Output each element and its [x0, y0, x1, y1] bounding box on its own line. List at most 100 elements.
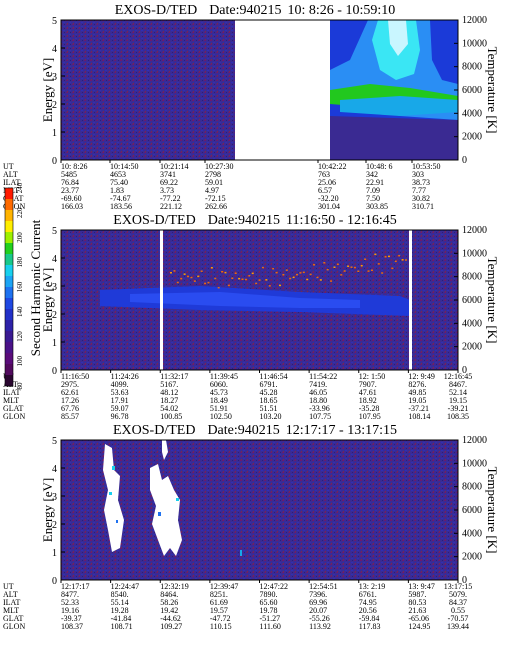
count-speckle	[333, 266, 336, 269]
count-speckle	[289, 277, 292, 280]
panel-3-yticks: 0 1 2 3 4 5	[52, 436, 65, 587]
count-speckle	[258, 279, 261, 281]
ephemeris-value: 12:16:45	[444, 372, 472, 381]
ephemeris-value: 12:17:17	[61, 582, 89, 591]
temperature-tick-label: 8000	[462, 272, 482, 283]
ephemeris-value: -37.21	[408, 404, 429, 413]
ephemeris-value: 12:24:47	[111, 582, 139, 591]
temperature-tick-label: 10000	[462, 458, 487, 469]
temperature-tick-label: 2000	[462, 342, 482, 353]
energy-tick-label: 2	[52, 100, 57, 111]
ephemeris-value: 4099.	[111, 380, 129, 389]
ephemeris-value: 303	[412, 170, 424, 179]
ephemeris-value: 303.85	[366, 202, 388, 211]
ephemeris-value: -44.62	[160, 614, 181, 623]
ephemeris-value: -77.22	[160, 194, 181, 203]
ephemeris-row-label: ILAT	[3, 388, 20, 397]
ephemeris-row-label: GLON	[3, 202, 25, 211]
count-speckle	[200, 270, 203, 272]
ephemeris-value: 19.28	[111, 606, 129, 615]
ephemeris-value: 74.95	[359, 598, 377, 607]
ephemeris-value: 25.06	[318, 178, 336, 187]
energy-tick-label: 1	[52, 548, 57, 559]
count-speckle	[190, 276, 193, 279]
energy-tick-label: 2	[52, 520, 57, 531]
ephemeris-value: 45.28	[260, 388, 278, 397]
panel-2-scattered-counts	[170, 253, 407, 289]
colorbar-label: Second Harmonic Current	[28, 219, 43, 356]
ephemeris-value: 8467.	[449, 380, 467, 389]
ephemeris-value: 65.60	[260, 598, 278, 607]
count-speckle	[285, 269, 288, 271]
ephemeris-value: 13: 2:19	[359, 582, 385, 591]
panel-3-y2ticks: 0 2000 4000 6000 8000 10000 12000	[454, 435, 487, 586]
ephemeris-value: 108.14	[408, 412, 430, 421]
ephemeris-value: 6060.	[210, 380, 228, 389]
temperature-tick-label: 6000	[462, 295, 482, 306]
ephemeris-value: 19.57	[210, 606, 228, 615]
ephemeris-value: 124.95	[408, 622, 430, 631]
ephemeris-value: 13: 9:47	[408, 582, 434, 591]
ephemeris-value: 4653	[110, 170, 126, 179]
ephemeris-value: 4.97	[205, 186, 219, 195]
ephemeris-value: 19.05	[408, 396, 426, 405]
ephemeris-value: 12:54:51	[309, 582, 337, 591]
energy-tick-label: 5	[52, 436, 57, 447]
ephemeris-value: 19.15	[449, 396, 467, 405]
ephemeris-value: -74.67	[110, 194, 131, 203]
ephemeris-value: 18.80	[309, 396, 327, 405]
panel-2-title: EXOS-D/TED Date:940215 11:16:50 - 12:16:45	[113, 213, 396, 228]
colorbar-ticks: 80 100 120 140 160 180 200 220 240	[16, 182, 24, 389]
count-speckle	[265, 279, 268, 281]
ephemeris-value: 166.03	[61, 202, 83, 211]
count-speckle	[272, 267, 275, 270]
temperature-tick-label: 4000	[462, 108, 482, 119]
panel-2-yticks: 0 1 2 3 4 5	[52, 226, 65, 377]
ephemeris-value: 18.49	[210, 396, 228, 405]
ephemeris-row-label: ALT	[3, 170, 18, 179]
energy-tick-label: 5	[52, 226, 57, 237]
panel-3-spectrogram	[61, 440, 458, 580]
ephemeris-value: 84.37	[449, 598, 467, 607]
count-speckle	[197, 275, 200, 278]
count-speckle	[360, 264, 363, 267]
ephemeris-value: 7907.	[359, 380, 377, 389]
count-speckle	[210, 267, 213, 269]
ephemeris-value: 67.76	[61, 404, 79, 413]
temperature-tick-label: 10000	[462, 38, 487, 49]
ephemeris-value: 10:21:14	[160, 162, 188, 171]
ephemeris-value: 0.55	[451, 606, 465, 615]
ephemeris-value: 110.15	[210, 622, 232, 631]
ephemeris-value: -39.37	[61, 614, 82, 623]
ephemeris-value: 11:39:45	[210, 372, 238, 381]
ephemeris-row-label: GLON	[3, 622, 25, 631]
count-speckle	[316, 276, 319, 279]
ephemeris-value: 20.07	[309, 606, 327, 615]
energy-tick-label: 4	[52, 44, 57, 55]
ephemeris-value: 11:54:22	[309, 372, 337, 381]
temperature-tick-label: 8000	[462, 482, 482, 493]
ephemeris-value: 12:32:19	[160, 582, 188, 591]
panel-2-plasma-band	[100, 286, 410, 316]
count-speckle	[268, 285, 271, 287]
panel-1-ylabel: Energy [eV]	[40, 58, 55, 122]
ephemeris-value: 62.61	[61, 388, 79, 397]
count-speckle	[302, 271, 305, 274]
colorbar-tick-label: 80	[16, 382, 24, 390]
ephemeris-value: 108.71	[111, 622, 133, 631]
ephemeris-value: 111.60	[260, 622, 281, 631]
count-speckle	[227, 284, 230, 287]
count-speckle	[234, 272, 237, 274]
ephemeris-row-label: MLT	[3, 396, 19, 405]
panel-2-y2ticks: 0 2000 4000 6000 8000 10000 12000	[454, 225, 487, 376]
energy-tick-label: 2	[52, 310, 57, 321]
colorbar-tick-label: 160	[16, 281, 24, 292]
energy-tick-label: 4	[52, 464, 57, 475]
ephemeris-value: -33.96	[309, 404, 330, 413]
panel-3-ephemeris: UTALTILATMLTGLATGLON12:17:178477.52.3319…	[3, 580, 472, 631]
count-speckle	[193, 280, 196, 282]
panel-1-data-gap	[235, 20, 330, 160]
ephemeris-value: 51.51	[260, 404, 278, 413]
panel-2-y2label: Temperature [K]	[485, 257, 500, 344]
count-speckle	[255, 282, 258, 285]
